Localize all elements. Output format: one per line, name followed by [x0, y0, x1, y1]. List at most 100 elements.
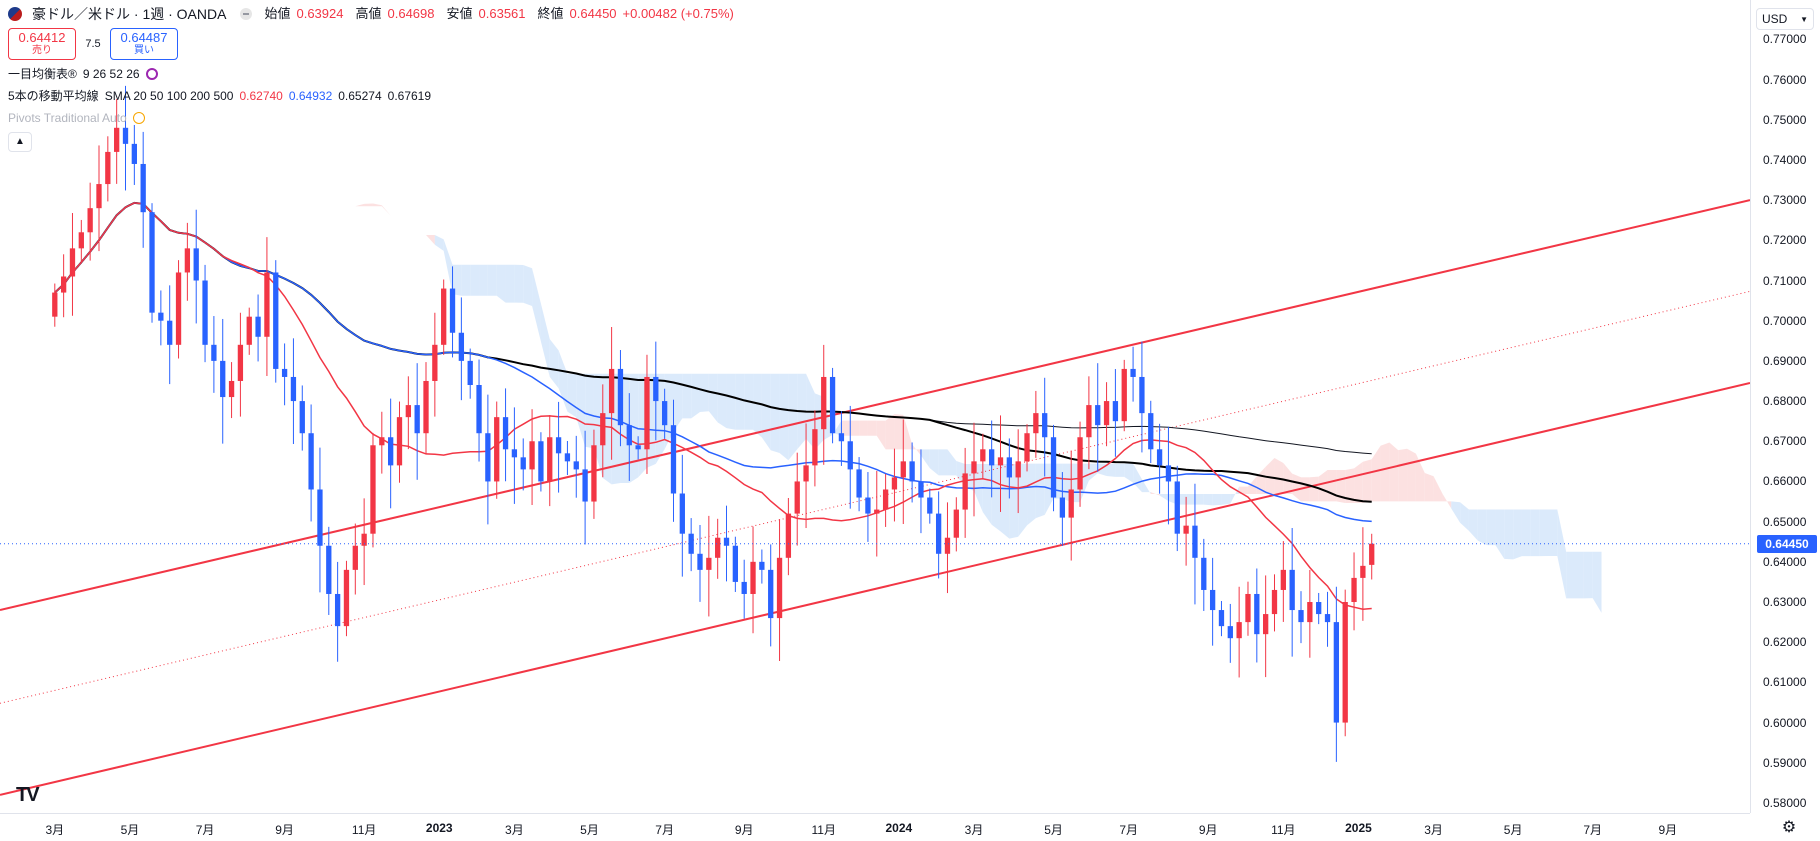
candle-body	[768, 569, 774, 619]
cloud-segment	[1513, 509, 1522, 560]
ichimoku-name: 一目均衡表®	[8, 67, 77, 81]
y-tick-label: 0.77000	[1763, 32, 1807, 47]
cloud-segment	[1495, 509, 1505, 559]
candle-body	[697, 553, 703, 570]
tradingview-logo-icon[interactable]: TV	[16, 784, 40, 806]
candle-body	[52, 292, 58, 317]
candle-body	[1121, 368, 1127, 422]
candle-body	[759, 561, 765, 570]
y-tick-label: 0.58000	[1763, 795, 1807, 810]
y-tick-label: 0.70000	[1763, 313, 1807, 328]
sma-value-50: 0.64932	[288, 89, 333, 103]
cloud-segment	[1221, 494, 1231, 505]
candle-body	[1006, 457, 1012, 478]
cloud-segment	[532, 268, 541, 342]
candle-body	[529, 441, 535, 470]
candle-body	[891, 477, 898, 490]
candle-body	[140, 163, 146, 213]
candle-body	[1342, 602, 1348, 723]
candle-body	[511, 449, 518, 458]
candle-body	[167, 320, 173, 345]
sma-params: SMA 20 50 100 200 500	[104, 89, 234, 103]
candle-body	[821, 376, 827, 430]
cloud-segment	[1133, 463, 1142, 493]
candle-body	[953, 509, 959, 538]
ichimoku-legend[interactable]: 一目均衡表® 9 26 52 26	[8, 66, 734, 82]
cloud-segment	[770, 373, 780, 453]
sell-label: 売り	[32, 45, 52, 56]
candle-body	[794, 481, 800, 514]
candle-body	[962, 473, 968, 510]
cloud-segment	[337, 212, 347, 232]
candle-body	[555, 437, 562, 454]
candle-body	[149, 212, 155, 313]
change-value: +0.00482 (+0.75%)	[622, 6, 734, 21]
buy-button[interactable]: 0.64487 買い	[110, 28, 178, 60]
cloud-segment	[558, 350, 568, 412]
trend-channel	[0, 199, 1750, 796]
sma-100-line	[54, 201, 1372, 503]
gear-icon[interactable]: ⚙	[1781, 819, 1797, 836]
sma-legend[interactable]: 5本の移動平均線 SMA 20 50 100 200 500 0.62740 0…	[8, 88, 734, 104]
cloud-segment	[549, 339, 559, 389]
candle-body	[520, 457, 526, 470]
cloud-segment	[1124, 463, 1134, 483]
cloud-segment	[1309, 476, 1319, 502]
cloud-segment	[1239, 486, 1248, 495]
cloud-segment	[1362, 459, 1372, 503]
price-axis[interactable]: 0.77000 0.76000 0.75000 0.74000 0.73000 0.720…	[1750, 0, 1820, 813]
pivots-legend[interactable]: Pivots Traditional Auto	[8, 110, 734, 126]
candle-body	[582, 469, 588, 502]
x-tick-label: 2024	[885, 821, 913, 835]
channel-lower-line	[0, 382, 1750, 796]
cloud-segment	[1354, 461, 1363, 503]
candle-body	[334, 593, 341, 627]
symbol-title[interactable]: 豪ドル／米ドル · 1週 · OANDA	[32, 6, 227, 22]
cloud-segment	[1141, 479, 1151, 495]
candle-body	[1165, 465, 1172, 482]
y-tick-label: 0.72000	[1763, 233, 1807, 248]
candle-body	[1236, 622, 1242, 639]
candle-body	[573, 461, 579, 470]
collapse-legend-button[interactable]: ▲	[8, 132, 32, 152]
price-chart[interactable]	[0, 0, 1750, 813]
cloud-segment	[735, 373, 745, 430]
candle-body	[1209, 589, 1216, 611]
candle-body	[980, 449, 986, 462]
currency-select[interactable]: USD ▼	[1756, 8, 1814, 30]
currency-flag-icon	[8, 7, 22, 21]
candle-body	[476, 384, 482, 434]
time-axis[interactable]: 3月 5月 7月 9月 11月 2023 3月 5月 7月 9月 11月 2024 3月 5月 7月 9月 11…	[0, 813, 1750, 841]
candle-body	[299, 401, 305, 434]
cloud-segment	[1548, 509, 1558, 557]
sell-button[interactable]: 0.64412 売り	[8, 28, 76, 60]
x-tick-label: 2025	[1345, 821, 1372, 835]
high-label: 高値	[355, 6, 382, 21]
candle-body	[608, 368, 615, 414]
candle-body	[715, 537, 721, 558]
candle-body	[220, 360, 226, 398]
candle-body	[458, 332, 465, 361]
cloud-segment	[1283, 462, 1293, 495]
low-label: 安値	[446, 6, 473, 21]
cloud-segment	[700, 373, 709, 412]
y-tick-label: 0.69000	[1763, 353, 1807, 368]
cloud-segment	[691, 373, 700, 419]
candle-body	[564, 453, 571, 462]
open-label: 始値	[264, 6, 291, 21]
cloud-segment	[311, 254, 320, 270]
candle-body	[1183, 525, 1189, 534]
y-tick-label: 0.76000	[1763, 72, 1807, 87]
candle-body	[900, 461, 906, 478]
cloud-segment	[505, 264, 515, 303]
candles	[52, 85, 1375, 762]
candle-body	[326, 545, 332, 594]
sma-value-200: 0.67619	[387, 89, 432, 103]
cloud-segment	[867, 420, 877, 436]
candle-body	[944, 537, 951, 554]
cloud-segment	[381, 205, 391, 216]
candle-body	[1068, 489, 1074, 518]
candle-body	[290, 376, 297, 402]
hide-icon[interactable]	[240, 8, 253, 20]
cloud-segment	[938, 449, 948, 476]
